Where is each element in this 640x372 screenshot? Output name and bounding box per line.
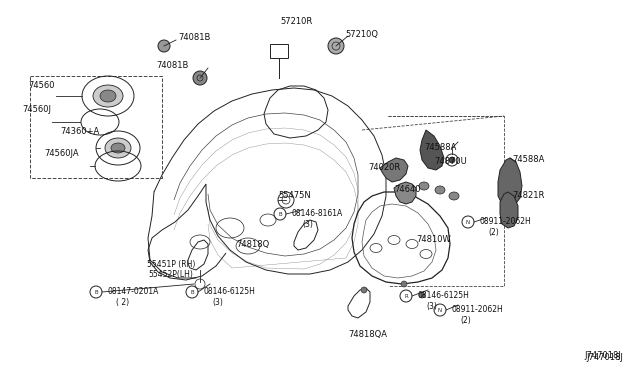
- Text: B: B: [278, 212, 282, 217]
- Text: 74560JA: 74560JA: [44, 148, 79, 157]
- Text: 74588A: 74588A: [512, 155, 545, 164]
- Ellipse shape: [111, 143, 125, 153]
- Text: B: B: [94, 289, 98, 295]
- Text: 74020R: 74020R: [368, 164, 400, 173]
- Polygon shape: [380, 158, 408, 182]
- Text: (2): (2): [488, 228, 499, 237]
- Text: 08146-6125H: 08146-6125H: [204, 288, 256, 296]
- Text: 74081B: 74081B: [178, 33, 211, 42]
- Text: (3): (3): [212, 298, 223, 307]
- Circle shape: [193, 71, 207, 85]
- Ellipse shape: [435, 186, 445, 194]
- Text: J747018J: J747018J: [584, 352, 621, 360]
- Text: 55475N: 55475N: [278, 192, 311, 201]
- Circle shape: [401, 281, 407, 287]
- Text: (3): (3): [426, 301, 437, 311]
- Text: 08146-6125H: 08146-6125H: [418, 292, 470, 301]
- Ellipse shape: [105, 138, 131, 158]
- Text: 08911-2062H: 08911-2062H: [480, 218, 532, 227]
- Ellipse shape: [449, 192, 459, 200]
- Text: 55452P(LH): 55452P(LH): [148, 269, 193, 279]
- Text: 08146-8161A: 08146-8161A: [292, 209, 343, 218]
- Text: 74588A: 74588A: [424, 144, 456, 153]
- Text: N: N: [466, 219, 470, 224]
- Text: J747018J: J747018J: [586, 353, 623, 362]
- Polygon shape: [394, 182, 416, 204]
- Text: 74818Q: 74818Q: [236, 240, 269, 248]
- Circle shape: [328, 38, 344, 54]
- Text: 74640: 74640: [394, 186, 420, 195]
- Text: 08147-0201A: 08147-0201A: [108, 288, 159, 296]
- Text: 74810W: 74810W: [416, 235, 451, 244]
- Polygon shape: [420, 130, 444, 170]
- Polygon shape: [500, 192, 518, 228]
- Bar: [270, 44, 288, 58]
- Ellipse shape: [100, 90, 116, 102]
- Text: B: B: [190, 289, 194, 295]
- Text: 74870U: 74870U: [434, 157, 467, 167]
- Text: 55451P (RH): 55451P (RH): [147, 260, 195, 269]
- Text: 74560: 74560: [28, 81, 54, 90]
- Ellipse shape: [93, 85, 123, 107]
- Circle shape: [449, 157, 455, 163]
- Text: 74560J: 74560J: [22, 106, 51, 115]
- Text: 57210R: 57210R: [280, 17, 312, 26]
- Text: ( 2): ( 2): [116, 298, 129, 307]
- Text: 74360+A: 74360+A: [60, 128, 99, 137]
- Ellipse shape: [419, 182, 429, 190]
- Text: 74821R: 74821R: [512, 192, 545, 201]
- Text: R: R: [404, 294, 408, 298]
- Text: (2): (2): [460, 315, 471, 324]
- Text: 74081B: 74081B: [156, 61, 188, 70]
- Text: N: N: [438, 308, 442, 312]
- Circle shape: [419, 292, 425, 298]
- Circle shape: [158, 40, 170, 52]
- Circle shape: [361, 287, 367, 293]
- Text: 57210Q: 57210Q: [345, 29, 378, 38]
- Polygon shape: [498, 158, 522, 208]
- Text: (3): (3): [302, 219, 313, 228]
- Text: 08911-2062H: 08911-2062H: [452, 305, 504, 314]
- Text: 74818QA: 74818QA: [348, 330, 387, 339]
